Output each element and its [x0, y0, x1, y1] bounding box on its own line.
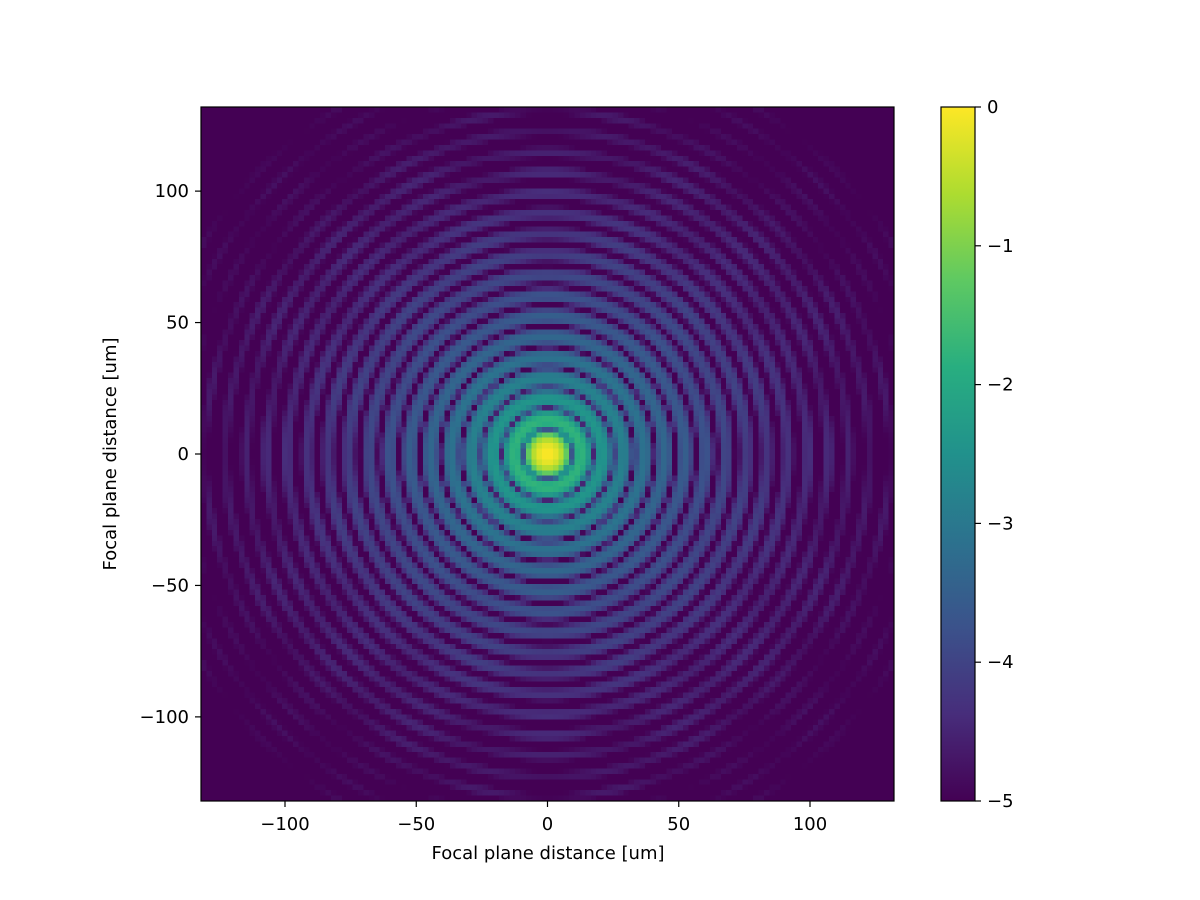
colorbar-tick-label: −4 [987, 652, 1014, 673]
y-axis-ticks: −100 −50 0 50 100 [140, 181, 201, 728]
colorbar-tick-label: −5 [987, 791, 1014, 812]
x-tick-label: 100 [793, 814, 827, 835]
y-tick-label: 100 [155, 181, 189, 202]
heatmap-image [201, 107, 894, 801]
y-tick-label: −50 [151, 575, 189, 596]
colorbar-tick-label: −1 [987, 236, 1014, 257]
y-tick-label: 50 [166, 313, 189, 334]
colorbar-tick-label: −2 [987, 375, 1014, 396]
colorbar-ticks: 0 −1 −2 −3 −4 −5 [975, 97, 1014, 812]
x-axis-ticks: −100 −50 0 50 100 [260, 801, 827, 835]
x-tick-label: −100 [260, 814, 309, 835]
x-axis-label: Focal plane distance [um] [431, 843, 664, 864]
colorbar-tick-label: 0 [987, 97, 998, 118]
colorbar-tick-label: −3 [987, 513, 1014, 534]
plot-frame [200, 106, 895, 802]
y-tick-label: −100 [140, 707, 189, 728]
x-tick-label: −50 [397, 814, 435, 835]
colorbar [940, 106, 976, 802]
y-axis-label: Focal plane distance [um] [100, 337, 121, 570]
x-tick-label: 0 [542, 814, 553, 835]
y-tick-label: 0 [178, 444, 189, 465]
x-tick-label: 50 [667, 814, 690, 835]
